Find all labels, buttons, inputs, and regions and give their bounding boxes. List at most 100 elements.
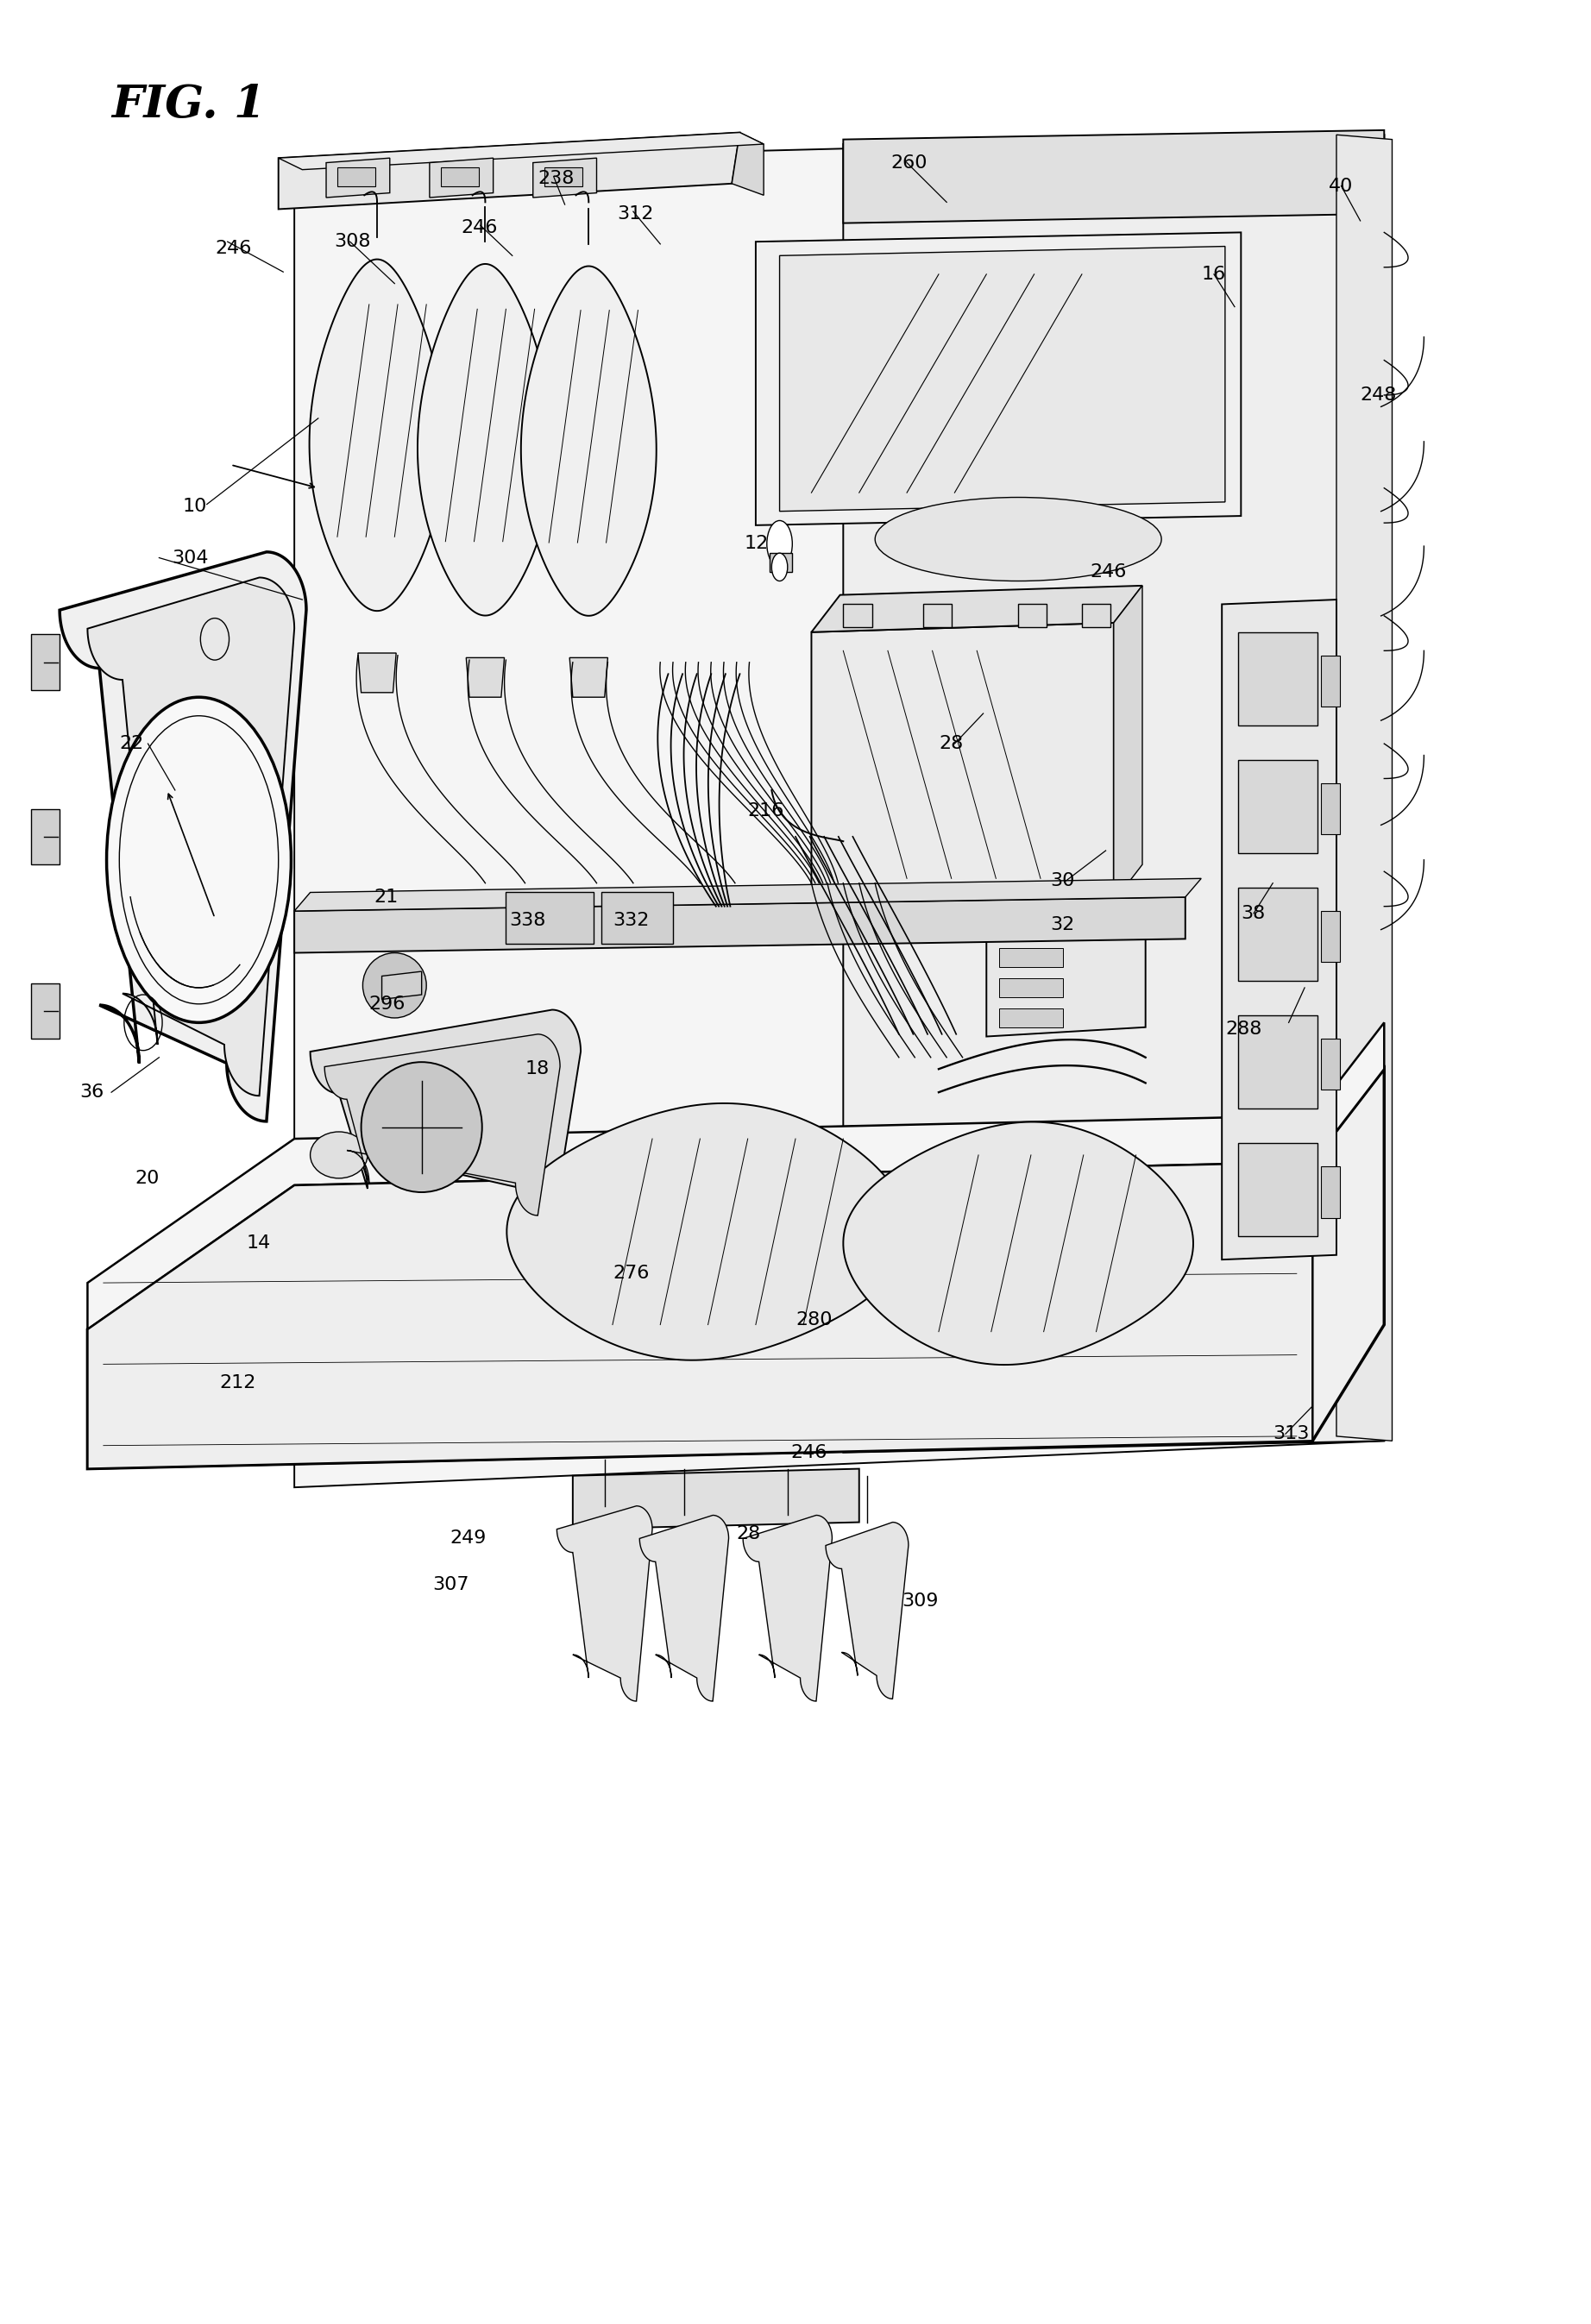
Polygon shape: [843, 130, 1384, 223]
Polygon shape: [466, 658, 504, 697]
Text: 246: 246: [791, 1443, 827, 1462]
Polygon shape: [88, 1069, 1384, 1469]
Polygon shape: [309, 260, 445, 611]
Text: 338: 338: [509, 911, 546, 930]
Polygon shape: [573, 1469, 859, 1529]
Ellipse shape: [772, 553, 788, 581]
Polygon shape: [811, 623, 1114, 911]
Ellipse shape: [361, 1062, 482, 1192]
Polygon shape: [326, 158, 390, 198]
Polygon shape: [382, 971, 422, 999]
Text: 238: 238: [538, 170, 574, 188]
Ellipse shape: [107, 697, 291, 1023]
Text: 246: 246: [461, 218, 498, 237]
Bar: [544, 167, 582, 186]
Bar: [1321, 911, 1340, 962]
Text: 308: 308: [334, 232, 371, 251]
Text: 20: 20: [135, 1169, 159, 1188]
Polygon shape: [843, 1122, 1193, 1364]
Text: 28: 28: [737, 1525, 760, 1543]
Polygon shape: [88, 1023, 1384, 1329]
Text: 38: 38: [1241, 904, 1265, 923]
Polygon shape: [780, 246, 1225, 511]
Text: 16: 16: [1201, 265, 1225, 284]
Polygon shape: [743, 1515, 832, 1701]
Text: 304: 304: [172, 548, 208, 567]
Polygon shape: [294, 897, 1185, 953]
Text: 30: 30: [1050, 872, 1074, 890]
Bar: [32, 634, 60, 690]
Bar: [1238, 632, 1317, 725]
Text: 246: 246: [1090, 562, 1126, 581]
Polygon shape: [88, 576, 294, 1097]
Text: 332: 332: [613, 911, 649, 930]
Polygon shape: [430, 158, 493, 198]
Text: 32: 32: [1050, 916, 1074, 934]
Text: 249: 249: [450, 1529, 487, 1548]
Polygon shape: [294, 878, 1201, 911]
Bar: [441, 167, 479, 186]
Bar: [1321, 783, 1340, 834]
Bar: [337, 167, 375, 186]
Text: 313: 313: [1273, 1425, 1309, 1443]
Polygon shape: [732, 132, 764, 195]
Bar: [843, 604, 872, 627]
Polygon shape: [508, 1104, 910, 1360]
Text: 280: 280: [796, 1311, 832, 1329]
Text: 288: 288: [1225, 1020, 1262, 1039]
Text: 40: 40: [1328, 177, 1352, 195]
Text: 28: 28: [939, 734, 963, 753]
Text: 276: 276: [613, 1264, 649, 1283]
Bar: [506, 892, 593, 944]
Text: 296: 296: [369, 995, 406, 1013]
Polygon shape: [520, 267, 657, 616]
Text: 212: 212: [220, 1373, 256, 1392]
Text: 248: 248: [1360, 386, 1397, 404]
Bar: [999, 918, 1063, 937]
Bar: [1238, 760, 1317, 853]
Polygon shape: [358, 653, 396, 693]
Bar: [32, 983, 60, 1039]
Polygon shape: [811, 586, 1142, 632]
Ellipse shape: [310, 1132, 368, 1178]
Text: 36: 36: [80, 1083, 103, 1102]
Text: 18: 18: [525, 1060, 549, 1078]
Bar: [1321, 1039, 1340, 1090]
Text: 21: 21: [374, 888, 398, 906]
Text: 309: 309: [902, 1592, 939, 1611]
Bar: [770, 553, 792, 572]
Text: FIG. 1: FIG. 1: [111, 84, 266, 125]
Polygon shape: [557, 1506, 652, 1701]
Polygon shape: [1114, 586, 1142, 902]
Bar: [1238, 1016, 1317, 1109]
Polygon shape: [826, 1522, 908, 1699]
Text: 12: 12: [745, 535, 768, 553]
Bar: [1321, 1167, 1340, 1218]
Text: 10: 10: [183, 497, 207, 516]
Polygon shape: [294, 135, 1384, 1487]
Polygon shape: [756, 232, 1241, 525]
Polygon shape: [533, 158, 597, 198]
Bar: [1321, 655, 1340, 706]
Text: 14: 14: [247, 1234, 270, 1253]
Ellipse shape: [767, 521, 792, 567]
Polygon shape: [570, 658, 608, 697]
Text: 307: 307: [433, 1576, 469, 1594]
Text: 246: 246: [215, 239, 251, 258]
Polygon shape: [88, 1162, 1313, 1469]
Polygon shape: [640, 1515, 729, 1701]
Polygon shape: [417, 265, 554, 616]
Bar: [1238, 888, 1317, 981]
Ellipse shape: [597, 1139, 660, 1185]
Bar: [999, 1009, 1063, 1027]
Polygon shape: [1336, 135, 1392, 1441]
Polygon shape: [278, 132, 740, 209]
Bar: [32, 809, 60, 865]
Polygon shape: [60, 551, 305, 1122]
Bar: [999, 948, 1063, 967]
Polygon shape: [325, 1034, 560, 1215]
Polygon shape: [843, 135, 1384, 1452]
Text: 22: 22: [119, 734, 143, 753]
Bar: [601, 892, 673, 944]
Bar: [923, 604, 951, 627]
